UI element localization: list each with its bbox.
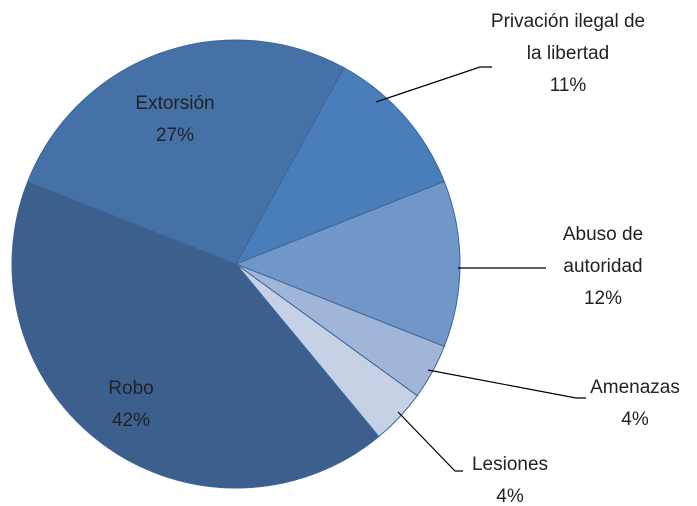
category-name: Abuso de autoridad	[562, 224, 644, 277]
slice-label: Robo 42%	[71, 373, 191, 437]
pie-slice	[27, 39, 345, 265]
value-label: 27%	[155, 125, 195, 146]
value-label: 11%	[549, 75, 587, 96]
pie-slice	[11, 180, 380, 489]
category-name: Lesiones	[471, 454, 549, 475]
value-label: 4%	[621, 409, 649, 430]
leader-line	[427, 369, 586, 399]
slice-label: Abuso de autoridad 12%	[548, 219, 658, 315]
value-label: 12%	[583, 288, 623, 309]
pie-slice	[234, 67, 445, 265]
pie-slice	[234, 180, 461, 348]
category-name: Extorsión	[135, 93, 215, 114]
leader-lines	[375, 66, 586, 472]
value-label: 4%	[496, 486, 524, 506]
slice-label: Extorsión 27%	[115, 88, 235, 152]
leader-line	[375, 66, 492, 103]
slice-label: Amenazas 4%	[575, 372, 695, 436]
leader-line	[397, 411, 463, 472]
category-name: Privación ilegal de la libertad	[490, 11, 646, 64]
category-name: Robo	[108, 378, 154, 399]
category-name: Amenazas	[590, 377, 680, 398]
slice-label: Lesiones 4%	[450, 449, 570, 506]
value-label: 42%	[111, 410, 151, 431]
slice-label: Privación ilegal de la libertad 11%	[486, 6, 651, 102]
